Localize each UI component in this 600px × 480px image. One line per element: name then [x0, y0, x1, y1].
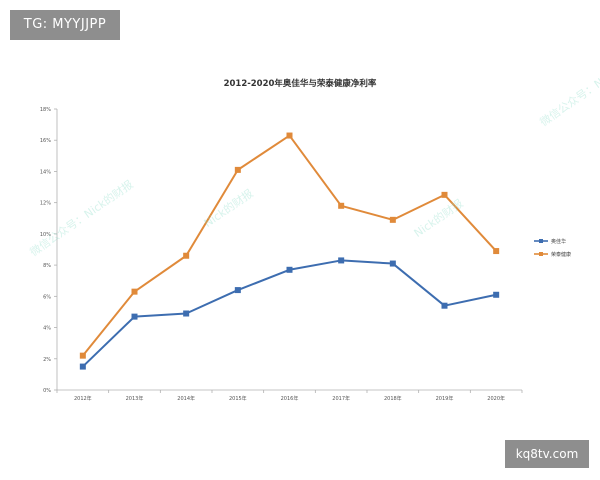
data-point [79, 352, 86, 359]
x-tick-label: 2019年 [436, 395, 454, 402]
x-tick-label: 2020年 [487, 395, 505, 402]
data-point [183, 252, 190, 259]
data-point [79, 363, 86, 370]
x-tick-label: 2012年 [74, 395, 92, 402]
x-tick-label: 2018年 [384, 395, 402, 402]
tg-badge: TG: MYYJJPP [10, 10, 120, 40]
x-tick-label: 2015年 [229, 395, 247, 402]
data-point [286, 132, 293, 139]
y-tick-label: 8% [43, 263, 51, 269]
data-point [389, 216, 396, 223]
legend-swatch-marker [539, 252, 543, 256]
data-point [441, 191, 448, 198]
x-tick-label: 2016年 [281, 395, 299, 402]
line-chart: 2012-2020年奥佳华与荣泰健康净利率 0% 2% 4% 6% 8% 10% 12% 14… [40, 78, 571, 402]
chart-title: 2012-2020年奥佳华与荣泰健康净利率 [224, 78, 377, 89]
y-tick-label: 6% [43, 294, 51, 300]
data-point [493, 291, 500, 298]
y-tick-label: 10% [40, 232, 51, 238]
series-line [82, 259, 497, 368]
data-point [131, 313, 138, 320]
axes: 0% 2% 4% 6% 8% 10% 12% 14% 16% 18% 2012年 2013年 2014年… [40, 107, 523, 402]
data-point [131, 288, 138, 295]
data-point [286, 266, 293, 273]
legend-label: 奥佳华 [551, 238, 566, 245]
x-tick-label: 2014年 [177, 395, 195, 402]
data-point [234, 287, 241, 294]
data-point [183, 310, 190, 317]
x-tick-label: 2017年 [332, 395, 350, 402]
y-tick-label: 16% [40, 138, 51, 144]
data-point [493, 248, 500, 255]
site-badge: kq8tv.com [505, 440, 589, 468]
y-tick-label: 18% [40, 107, 51, 113]
y-tick-label: 0% [43, 388, 51, 394]
data-point [441, 302, 448, 309]
y-tick-label: 2% [43, 357, 51, 363]
data-point [338, 257, 345, 264]
legend-swatch-marker [539, 239, 543, 243]
chart-frame: 2012-2020年奥佳华与荣泰健康净利率 0% 2% 4% 6% 8% 10% 12% 14… [0, 60, 600, 420]
y-tick-label: 14% [40, 169, 51, 175]
legend-label: 荣泰健康 [551, 251, 571, 258]
series-line [82, 134, 497, 357]
y-tick-label: 4% [43, 326, 51, 332]
data-point [338, 202, 345, 209]
x-tick-label: 2013年 [126, 395, 144, 402]
series-layer [79, 132, 500, 370]
data-point [234, 166, 241, 173]
data-point [389, 260, 396, 267]
y-tick-label: 12% [40, 201, 51, 207]
